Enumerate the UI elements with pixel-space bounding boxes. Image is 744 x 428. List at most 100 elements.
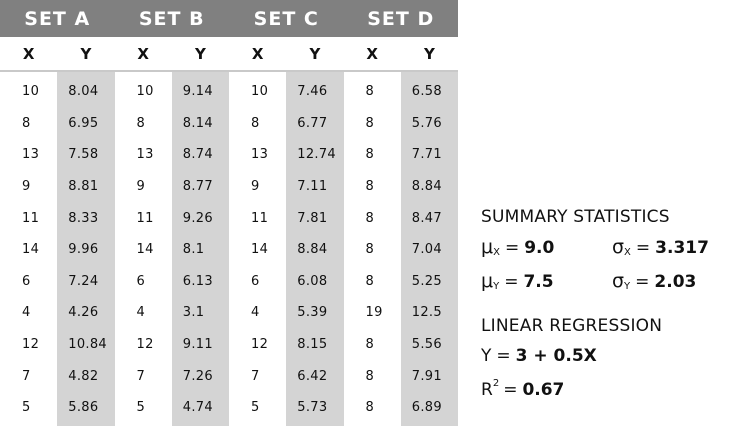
table-cell: 11 <box>22 210 40 226</box>
mu-symbol: μ <box>481 270 494 292</box>
table-cell: 8 <box>22 115 31 131</box>
table-cell: 8 <box>365 337 375 353</box>
table-cell: 9.11 <box>182 337 213 353</box>
table-cell: 9 <box>251 179 260 195</box>
table-cell: 8.1 <box>182 242 205 258</box>
mean-x-subscript: X <box>493 247 500 258</box>
table-cell: 6.95 <box>68 115 99 131</box>
table-cell: 11 <box>136 210 154 226</box>
table-cell: 12.74 <box>297 147 336 163</box>
set-a-x-column: 10 8 13 9 11 14 6 4 12 7 5 <box>0 72 57 428</box>
table-cell: 7.91 <box>411 368 442 384</box>
table-cell: 10 <box>251 84 269 100</box>
table-cell: 7 <box>251 368 260 384</box>
table-cell: 5 <box>22 400 31 416</box>
table-cell: 11 <box>251 210 269 226</box>
table-cell: 6 <box>136 273 146 289</box>
mu-symbol: μ <box>481 236 494 258</box>
table-cell: 5 <box>251 400 260 416</box>
table-cell: 9 <box>22 179 31 195</box>
table-cell: 6.89 <box>411 400 442 416</box>
table-cell: 6 <box>22 273 31 289</box>
table-cell: 4.26 <box>68 305 99 321</box>
table-cell: 7.71 <box>411 147 442 163</box>
sigma-symbol: σ <box>612 236 625 258</box>
data-columns: 10 8 13 9 11 14 6 4 12 7 5 8.04 6.95 7.58 8.81 8.33 9.96… <box>0 72 458 428</box>
table-cell: 8 <box>365 115 375 131</box>
mean-y-value: 7.5 <box>523 272 554 292</box>
table-cell: 12 <box>251 337 269 353</box>
mean-x-stat: μ X = 9.0 <box>481 236 612 258</box>
table-cell: 5.39 <box>297 305 328 321</box>
table-cell: 8 <box>365 84 375 100</box>
equation-rhs: 3 + 0.5X <box>515 346 597 366</box>
r-squared-row: R 2 = 0.67 <box>481 373 743 407</box>
r-squared-exponent: 2 <box>492 377 500 389</box>
table-cell: 8.47 <box>411 210 442 226</box>
set-b-header: SET B <box>138 7 205 30</box>
table-cell: 6 <box>251 273 260 289</box>
table-cell: 5.86 <box>68 400 99 416</box>
equals-sign: = <box>496 346 511 366</box>
table-cell: 8 <box>365 210 375 226</box>
set-a-y-header: Y <box>80 44 92 63</box>
set-d-header: SET D <box>367 7 435 30</box>
table-cell: 8.04 <box>68 84 99 100</box>
table-cell: 14 <box>136 242 154 258</box>
sd-y-stat: σ Y = 2.03 <box>612 270 696 292</box>
table-cell: 5.76 <box>411 115 442 131</box>
table-cell: 8 <box>365 273 375 289</box>
linear-regression-heading: LINEAR REGRESSION <box>481 316 663 336</box>
table-cell: 7.11 <box>297 179 328 195</box>
table-cell: 13 <box>136 147 154 163</box>
table-cell: 7 <box>22 368 31 384</box>
set-b-y-header: Y <box>194 44 206 63</box>
table-cell: 4 <box>251 305 260 321</box>
equals-sign: = <box>503 380 518 400</box>
table-cell: 13 <box>251 147 269 163</box>
table-cell: 9.26 <box>182 210 213 226</box>
set-d-x-column: 8 8 8 8 8 8 8 19 8 8 8 <box>344 72 401 428</box>
table-cell: 6.77 <box>297 115 328 131</box>
table-cell: 4.82 <box>68 368 99 384</box>
table-cell: 8.74 <box>182 147 213 163</box>
table-cell: 8.84 <box>411 179 442 195</box>
table-cell: 12 <box>22 337 40 353</box>
table-cell: 8.15 <box>297 337 328 353</box>
section-spacer <box>481 298 743 313</box>
sigma-symbol: σ <box>612 270 625 292</box>
set-d-y-column: 6.58 5.76 7.71 8.84 8.47 7.04 5.25 12.5 5.56 7.91… <box>400 72 458 426</box>
sd-y-value: 2.03 <box>654 272 697 292</box>
table-cell: 8.84 <box>297 242 328 258</box>
equals-sign: = <box>504 238 520 258</box>
table-cell: 6.13 <box>182 273 213 289</box>
set-b-x-header: X <box>137 44 149 63</box>
table-cell: 7.26 <box>182 368 213 384</box>
table-cell: 4 <box>136 305 146 321</box>
r-squared-value: 0.67 <box>522 380 565 400</box>
set-c-y-header: Y <box>309 44 321 63</box>
table-cell: 7.58 <box>68 147 99 163</box>
regression-equation: Y = 3 + 0.5X <box>481 339 743 373</box>
table-cell: 7.46 <box>297 84 328 100</box>
set-header-row: SET A SET B SET C SET D <box>0 0 458 37</box>
y-statistics-row: μ Y = 7.5 σ Y = 2.03 <box>481 264 743 298</box>
mean-y-stat: μ Y = 7.5 <box>481 270 612 292</box>
sd-x-stat: σ X = 3.317 <box>612 236 709 258</box>
statistics-panel: SUMMARY STATISTICS μ X = 9.0 σ X = 3.317 μ Y = 7.… <box>481 204 743 407</box>
table-cell: 10 <box>22 84 40 100</box>
r-squared-symbol: R <box>481 380 493 400</box>
table-cell: 5.25 <box>411 273 442 289</box>
table-cell: 9 <box>136 179 146 195</box>
table-cell: 3.1 <box>182 305 205 321</box>
table-cell: 8.33 <box>68 210 99 226</box>
mean-x-value: 9.0 <box>524 238 555 258</box>
table-cell: 9.96 <box>68 242 99 258</box>
set-a-y-column: 8.04 6.95 7.58 8.81 8.33 9.96 7.24 4.26 10.84 4.8… <box>57 72 115 426</box>
table-cell: 4.74 <box>182 400 213 416</box>
sd-x-subscript: X <box>624 247 631 258</box>
table-cell: 6.42 <box>297 368 328 384</box>
set-b-x-column: 10 8 13 9 11 14 6 4 12 7 5 <box>115 72 172 428</box>
set-d-y-header: Y <box>423 44 435 63</box>
column-header-row: X Y X Y X Y X Y <box>0 37 458 72</box>
